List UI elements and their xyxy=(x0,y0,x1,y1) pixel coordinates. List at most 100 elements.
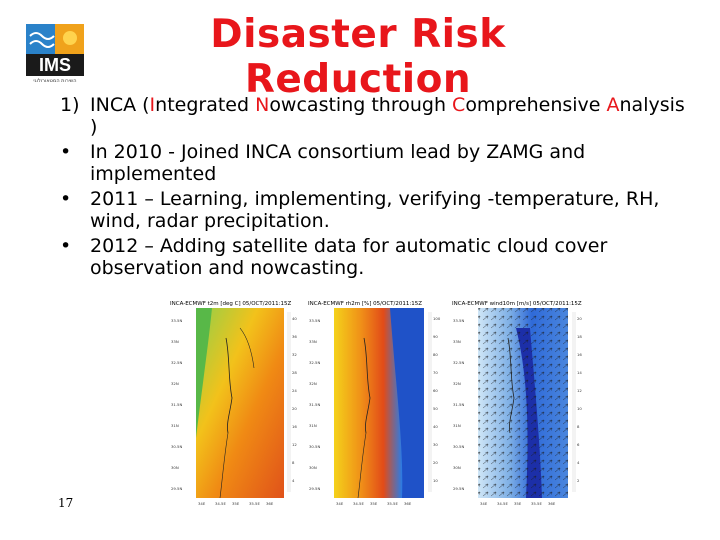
svg-text:36E: 36E xyxy=(548,501,556,506)
inca-definition: INCA (Integrated Nowcasting through Comp… xyxy=(90,94,700,116)
svg-text:35E: 35E xyxy=(514,501,522,506)
svg-text:32.5N: 32.5N xyxy=(309,360,320,365)
svg-text:31.5N: 31.5N xyxy=(453,402,464,407)
svg-text:40: 40 xyxy=(292,316,297,321)
bullet-text-line: implemented xyxy=(90,163,217,185)
inca-close-paren: ) xyxy=(90,116,98,138)
svg-text:10: 10 xyxy=(433,478,438,483)
svg-text:30N: 30N xyxy=(171,465,179,470)
svg-text:30.5N: 30.5N xyxy=(309,444,320,449)
svg-text:32: 32 xyxy=(292,352,297,357)
svg-text:33N: 33N xyxy=(309,339,317,344)
ims-logo: IMS השירות המטאורולוגי xyxy=(26,24,84,84)
svg-text:90: 90 xyxy=(433,334,438,339)
svg-text:8: 8 xyxy=(292,460,295,465)
svg-text:8: 8 xyxy=(577,424,580,429)
svg-text:50: 50 xyxy=(433,406,438,411)
inca-text-part: ntegrated xyxy=(155,94,256,116)
svg-text:33N: 33N xyxy=(453,339,461,344)
svg-text:10: 10 xyxy=(577,406,582,411)
svg-text:100: 100 xyxy=(433,316,441,321)
svg-text:20: 20 xyxy=(577,316,582,321)
svg-text:60: 60 xyxy=(433,388,438,393)
svg-text:35E: 35E xyxy=(370,501,378,506)
svg-text:18: 18 xyxy=(577,334,582,339)
list-item: • In 2010 - Joined INCA consortium lead … xyxy=(60,141,700,185)
svg-text:34.5E: 34.5E xyxy=(353,501,364,506)
svg-text:30.5N: 30.5N xyxy=(171,444,182,449)
svg-text:14: 14 xyxy=(577,370,582,375)
svg-text:32.5N: 32.5N xyxy=(453,360,464,365)
wind-map: INCA-ECMWF wind10m [m/s] 05/OCT/2011:15Z… xyxy=(450,298,590,508)
svg-text:35E: 35E xyxy=(232,501,240,506)
svg-text:40: 40 xyxy=(433,424,438,429)
inca-text-part: nalysis xyxy=(619,94,685,116)
slide-title: Disaster Risk Reduction xyxy=(210,12,506,102)
bullet-text-line: 2011 – Learning, implementing, verifying… xyxy=(90,188,660,210)
svg-text:32N: 32N xyxy=(453,381,461,386)
svg-text:29.5N: 29.5N xyxy=(453,486,464,491)
svg-text:31N: 31N xyxy=(309,423,317,428)
svg-text:30: 30 xyxy=(433,442,438,447)
svg-text:34E: 34E xyxy=(198,501,206,506)
svg-text:16: 16 xyxy=(292,424,297,429)
list-item: • 2011 – Learning, implementing, verifyi… xyxy=(60,188,700,232)
svg-text:36E: 36E xyxy=(266,501,274,506)
slide-body: 1) INCA (Integrated Nowcasting through C… xyxy=(60,94,700,282)
svg-text:34.5E: 34.5E xyxy=(497,501,508,506)
slide-number: 17 xyxy=(58,496,74,510)
svg-text:31N: 31N xyxy=(453,423,461,428)
bullet-text-line: 2012 – Adding satellite data for automat… xyxy=(90,235,608,257)
svg-text:16: 16 xyxy=(577,352,582,357)
logo-text: IMS xyxy=(39,55,71,75)
map-header: INCA-ECMWF wind10m [m/s] 05/OCT/2011:15Z xyxy=(452,301,582,307)
svg-text:33.5N: 33.5N xyxy=(171,318,182,323)
svg-text:36: 36 xyxy=(292,334,297,339)
svg-text:29.5N: 29.5N xyxy=(309,486,320,491)
bullet-marker: • xyxy=(60,235,72,257)
svg-text:31.5N: 31.5N xyxy=(171,402,182,407)
svg-text:32N: 32N xyxy=(309,381,317,386)
map-header: INCA-ECMWF t2m [deg C] 05/OCT/2011:15Z xyxy=(170,301,291,307)
svg-text:30N: 30N xyxy=(309,465,317,470)
inca-text-part: INCA ( xyxy=(90,94,150,116)
svg-text:30.5N: 30.5N xyxy=(453,444,464,449)
acronym-letter: C xyxy=(452,94,466,116)
svg-text:32.5N: 32.5N xyxy=(171,360,182,365)
svg-text:70: 70 xyxy=(433,370,438,375)
svg-text:2: 2 xyxy=(577,478,580,483)
svg-text:80: 80 xyxy=(433,352,438,357)
list-item-inca: 1) INCA (Integrated Nowcasting through C… xyxy=(60,94,700,138)
svg-text:32N: 32N xyxy=(171,381,179,386)
svg-text:6: 6 xyxy=(577,442,580,447)
list-marker: 1) xyxy=(60,94,80,116)
svg-text:31N: 31N xyxy=(171,423,179,428)
svg-text:36E: 36E xyxy=(404,501,412,506)
svg-text:35.5E: 35.5E xyxy=(531,501,542,506)
acronym-letter: A xyxy=(606,94,620,116)
bullet-text-line: In 2010 - Joined INCA consortium lead by… xyxy=(90,141,586,163)
inca-text-part: owcasting through xyxy=(269,94,453,116)
bullet-marker: • xyxy=(60,141,72,163)
svg-text:12: 12 xyxy=(577,388,582,393)
svg-text:4: 4 xyxy=(577,460,580,465)
svg-text:34E: 34E xyxy=(480,501,488,506)
svg-text:34.5E: 34.5E xyxy=(215,501,226,506)
humidity-map: INCA-ECMWF rh2m [%] 05/OCT/2011:15Z 33.5… xyxy=(306,298,446,508)
svg-text:35.5E: 35.5E xyxy=(249,501,260,506)
acronym-letter: N xyxy=(255,94,270,116)
svg-text:20: 20 xyxy=(433,460,438,465)
temperature-map: INCA-ECMWF t2m [deg C] 05/OCT/2011:15Z 3… xyxy=(168,298,300,508)
svg-text:33.5N: 33.5N xyxy=(309,318,320,323)
logo-subtitle: השירות המטאורולוגי xyxy=(33,78,76,84)
svg-text:30N: 30N xyxy=(453,465,461,470)
bullet-marker: • xyxy=(60,188,72,210)
svg-text:31.5N: 31.5N xyxy=(309,402,320,407)
svg-text:28: 28 xyxy=(292,370,297,375)
svg-text:33N: 33N xyxy=(171,339,179,344)
svg-text:12: 12 xyxy=(292,442,297,447)
svg-text:34E: 34E xyxy=(336,501,344,506)
svg-text:29.5N: 29.5N xyxy=(171,486,182,491)
svg-text:20: 20 xyxy=(292,406,297,411)
list-item: • 2012 – Adding satellite data for autom… xyxy=(60,235,700,279)
